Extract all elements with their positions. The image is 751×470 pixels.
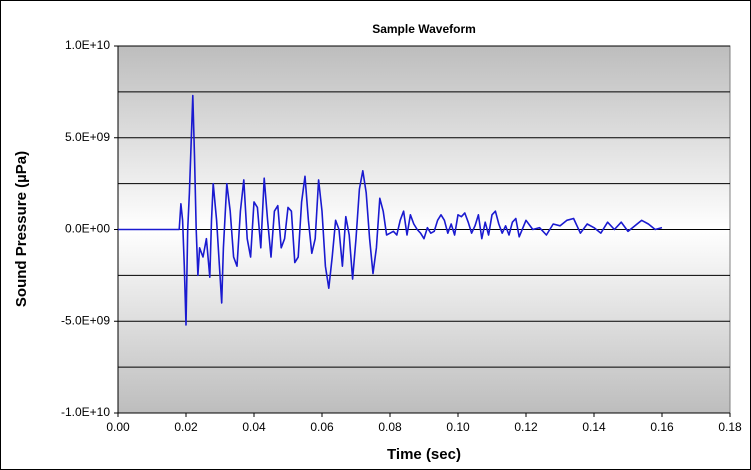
y-tick-label: -5.0E+09: [61, 313, 110, 327]
x-tick-label: 0.18: [718, 420, 742, 434]
x-axis-label: Time (sec): [387, 446, 461, 463]
y-tick-label: 1.0E+10: [65, 38, 110, 52]
chart-title: Sample Waveform: [372, 22, 476, 36]
x-tick-label: 0.14: [582, 420, 606, 434]
x-tick-label: 0.16: [650, 420, 674, 434]
y-tick-label: 5.0E+09: [65, 130, 110, 144]
x-tick-label: 0.10: [446, 420, 470, 434]
x-tick-label: 0.04: [242, 420, 266, 434]
y-tick-label: -1.0E+10: [61, 405, 110, 419]
y-tick-label: 0.0E+00: [65, 222, 110, 236]
x-tick-label: 0.02: [174, 420, 198, 434]
x-tick-label: 0.06: [310, 420, 334, 434]
y-axis-label: Sound Pressure (µPa): [13, 151, 30, 307]
x-tick-label: 0.12: [514, 420, 538, 434]
waveform-line: [118, 94, 663, 326]
x-tick-label: 0.08: [378, 420, 402, 434]
x-tick-label: 0.00: [106, 420, 130, 434]
